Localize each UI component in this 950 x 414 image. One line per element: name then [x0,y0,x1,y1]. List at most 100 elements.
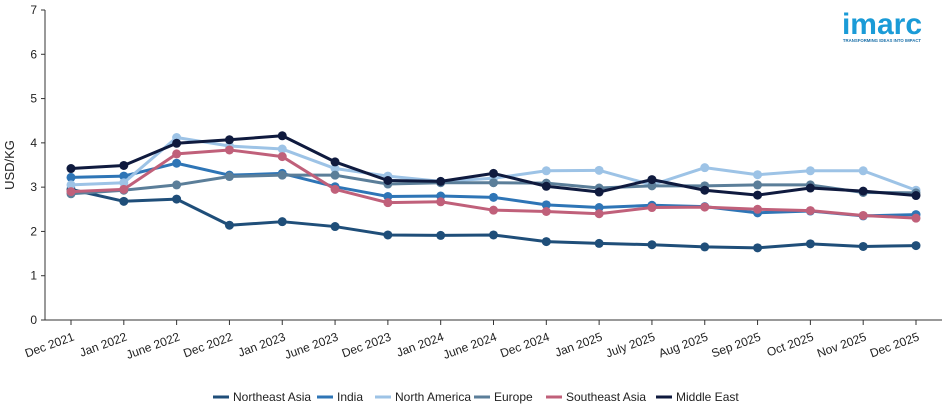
data-point [224,145,234,155]
data-point [66,187,76,197]
data-point [172,158,182,168]
x-tick-label: Jan 2022 [78,330,129,360]
data-point [277,144,287,154]
data-point [330,222,340,232]
y-axis-label: USD/KG [2,140,17,190]
series-southeast-asia [66,145,921,223]
data-point [594,238,604,248]
data-point [858,166,868,176]
data-point [805,206,815,216]
data-point [119,184,129,194]
x-tick-label: Dec 2025 [868,330,921,361]
y-tick-label: 1 [30,269,37,283]
data-point [700,185,710,195]
data-point [383,230,393,240]
x-tick-label: Jan 2023 [236,330,287,360]
x-tick-label: June 2024 [441,330,499,362]
data-point [224,220,234,230]
x-tick-label: June 2022 [124,330,182,362]
data-point [594,165,604,175]
data-point [436,176,446,186]
y-tick-label: 3 [30,180,37,194]
data-point [277,152,287,162]
legend-label: Europe [494,390,533,404]
data-point [277,217,287,227]
data-point [489,168,498,178]
legend: Northeast Asia India North America Europe So… [213,390,739,404]
data-point [647,181,657,191]
x-tick-label: Sep 2025 [710,330,763,361]
data-point [119,160,129,170]
data-point [489,178,498,188]
data-point [383,176,393,185]
y-tick-label: 0 [30,313,37,327]
data-point [172,194,182,204]
logo-tagline: TRANSFORMING IDEAS INTO IMPACT [843,38,922,43]
data-point [172,149,182,159]
x-tick-label: Jan 2025 [553,330,604,360]
data-point [489,192,498,202]
legend-label: Southeast Asia [566,390,646,404]
legend-label: India [337,390,363,404]
data-point [330,164,340,174]
legend-item: Southeast Asia [546,390,646,404]
data-point [858,241,868,251]
x-tick-label: July 2025 [604,330,657,361]
imarc-logo: imarc TRANSFORMING IDEAS INTO IMPACT [842,8,922,43]
data-point [224,172,234,182]
data-point [911,241,921,251]
logo-wordmark: imarc [842,8,922,41]
data-point [541,237,551,247]
data-point [594,187,604,197]
y-tick-label: 4 [30,136,37,150]
data-point [911,213,921,223]
data-point [805,166,815,176]
data-point [119,178,129,188]
data-point [594,209,604,219]
y-tick-label: 6 [30,47,37,61]
data-point [541,166,551,176]
data-point [436,197,446,207]
series-middle-east [66,131,921,201]
data-point [436,230,446,240]
data-point [700,202,710,212]
legend-item: Europe [474,390,533,404]
data-point [753,204,763,214]
x-tick-label: Nov 2025 [815,330,868,361]
data-point [489,230,498,240]
x-tick-label: Dec 2024 [498,330,551,361]
legend-item: North America [375,390,471,404]
x-tick-label: Dec 2022 [181,330,234,361]
data-point [753,170,763,180]
data-point [647,203,657,213]
data-point [541,200,551,210]
data-point [647,175,657,185]
data-point [66,180,76,190]
data-point [753,190,763,200]
data-point [805,239,815,249]
data-point [594,203,604,213]
data-point [119,171,129,181]
data-point [277,170,287,180]
data-point [330,157,340,167]
data-point [753,180,763,190]
y-tick-label: 2 [30,224,37,238]
legend-label: Middle East [676,390,739,404]
data-point [753,243,763,253]
legend-label: Northeast Asia [233,390,311,404]
data-point [647,240,657,250]
data-point [383,198,393,208]
data-point [700,163,710,173]
data-point [911,191,921,201]
legend-label: North America [395,390,471,404]
x-tick-label: Dec 2021 [23,330,76,361]
legend-item: India [317,390,363,404]
data-point [383,191,393,201]
legend-item: Middle East [656,390,739,404]
data-point [66,172,76,182]
data-point [805,183,815,193]
data-point [330,184,340,194]
data-point [700,242,710,252]
data-point [541,207,551,216]
